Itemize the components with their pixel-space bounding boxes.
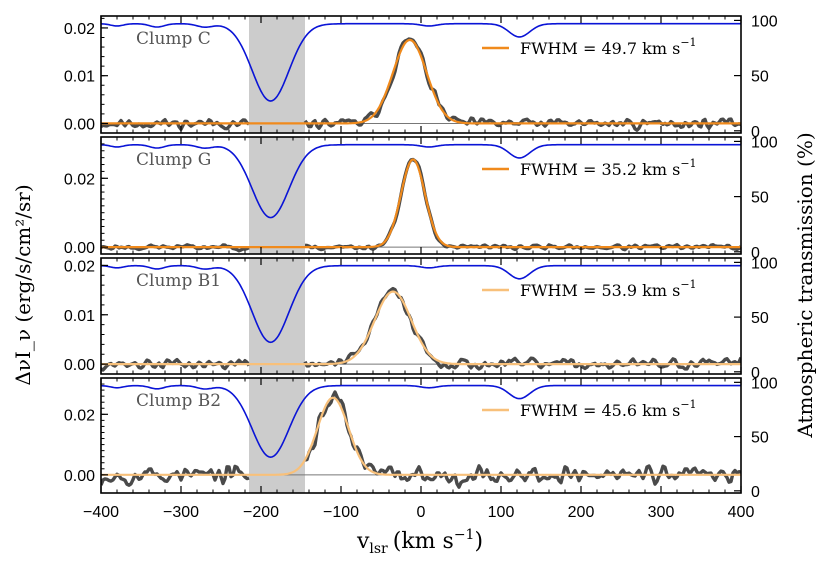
y-axis-right-title: Atmospheric transmission (%) [793, 132, 817, 438]
x-tick-labels: −400 −300 −200 −100 0 100 200 300 400 [83, 504, 754, 521]
y-left-tick-label: 0.02 [64, 407, 95, 424]
y-left-tick-label: 0.01 [64, 69, 95, 86]
panel-clump-b1: 0.00 0.01 0.02 0 50 100 Clump B1 FWHM = 53.9 km… [64, 255, 778, 381]
panels-layer: 0.00 0.01 0.02 0 50 100 Clump C FWHM = 49.7 km … [64, 13, 778, 500]
x-tick-label: −300 [163, 504, 199, 521]
x-tick-label: 100 [488, 504, 515, 521]
x-tick-label: 400 [728, 504, 755, 521]
y-left-tick-label: 0.00 [64, 116, 95, 133]
x-axis-title: vlsr (km s−1) [356, 527, 483, 557]
panel-name-label: Clump B1 [136, 271, 221, 291]
y-right-tick-label: 50 [751, 190, 769, 207]
atmospheric-transmission-line [101, 264, 741, 344]
gaussian-fit-line [101, 158, 741, 249]
x-tick-label: −400 [83, 504, 119, 521]
y-right-tick-label: 0 [751, 124, 760, 141]
atmospheric-transmission-line [101, 143, 741, 219]
panel-clump-g: 0.00 0.02 0 50 100 Clump G FWHM = 35.2 km s−1 [64, 134, 778, 261]
legend-label: FWHM = 45.6 km s−1 [520, 398, 697, 420]
x-tick-label: 300 [648, 504, 675, 521]
shaded-band [249, 137, 305, 254]
y-right-tick-label: 50 [751, 310, 769, 327]
y-right-tick-label: 100 [751, 255, 778, 272]
shaded-band [249, 258, 305, 374]
y-right-tick-label: 50 [751, 69, 769, 86]
y-right-tick-label: 100 [751, 375, 778, 392]
y-left-tick-label: 0.00 [64, 468, 95, 485]
gaussian-fit-line [101, 290, 741, 366]
x-tick-label: 200 [568, 504, 595, 521]
y-left-tick-label: 0.00 [64, 240, 95, 257]
y-axis-left-title: ΔνI_ν (erg/s/cm²/sr) [11, 184, 35, 385]
y-right-tick-label: 100 [751, 134, 778, 151]
y-left-tick-label: 0.02 [64, 21, 95, 38]
atmospheric-transmission-line [101, 384, 741, 459]
legend-label: FWHM = 53.9 km s−1 [520, 278, 697, 300]
panel-name-label: Clump G [136, 150, 211, 170]
y-left-tick-label: 0.02 [64, 258, 95, 275]
x-tick-label: −100 [323, 504, 359, 521]
observed-spectrum-line [101, 286, 741, 372]
atmospheric-transmission-line [101, 22, 741, 102]
gaussian-fit-line [101, 396, 741, 476]
y-right-tick-label: 0 [751, 484, 760, 501]
y-right-tick-label: 0 [751, 245, 760, 262]
gaussian-fit-line [101, 38, 741, 125]
x-tick-label: 0 [417, 504, 426, 521]
panel-clump-b2: 0.00 0.02 0 50 100 Clump B2 FWHM = 45.6 km s−1 [64, 375, 778, 500]
y-right-tick-label: 0 [751, 365, 760, 382]
legend-label: FWHM = 35.2 km s−1 [520, 157, 697, 179]
x-tick-label: −200 [243, 504, 279, 521]
legend-label: FWHM = 49.7 km s−1 [520, 36, 697, 58]
shaded-band [249, 16, 305, 133]
panel-name-label: Clump B2 [136, 391, 221, 411]
y-left-tick-label: 0.01 [64, 308, 95, 325]
y-right-tick-label: 100 [751, 13, 778, 30]
y-left-tick-label: 0.02 [64, 171, 95, 188]
y-left-tick-label: 0.00 [64, 357, 95, 374]
y-right-tick-label: 50 [751, 430, 769, 447]
panel-name-label: Clump C [136, 29, 211, 49]
panel-clump-c: 0.00 0.01 0.02 0 50 100 Clump C FWHM = 49.7 km … [64, 13, 778, 140]
